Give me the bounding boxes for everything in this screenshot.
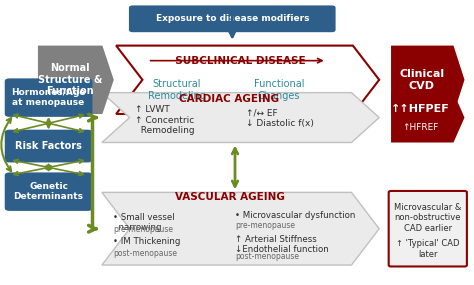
Text: pre-menopause: pre-menopause — [113, 225, 173, 234]
Text: Normal
Structure &
Function: Normal Structure & Function — [37, 63, 102, 96]
Polygon shape — [102, 93, 379, 142]
FancyBboxPatch shape — [5, 130, 92, 162]
Polygon shape — [391, 93, 465, 142]
Text: SUBCLINICAL DISEASE: SUBCLINICAL DISEASE — [168, 56, 306, 66]
Text: Functional
Changes: Functional Changes — [254, 79, 304, 101]
Text: post-menopause: post-menopause — [235, 252, 299, 261]
Text: ↑ LVWT
↑ Concentric
  Remodeling: ↑ LVWT ↑ Concentric Remodeling — [135, 105, 195, 135]
FancyBboxPatch shape — [129, 5, 336, 32]
Text: ↑↑HFPEF: ↑↑HFPEF — [391, 103, 450, 114]
Text: Exposure to disease modifiers: Exposure to disease modifiers — [155, 14, 309, 23]
FancyBboxPatch shape — [5, 172, 92, 211]
FancyBboxPatch shape — [5, 78, 92, 117]
Polygon shape — [38, 46, 114, 114]
Text: ↑ Arterial Stiffness
↓Endothelial function: ↑ Arterial Stiffness ↓Endothelial functi… — [235, 235, 329, 254]
Text: • IM Thickening: • IM Thickening — [113, 237, 181, 247]
Polygon shape — [116, 46, 379, 114]
Text: Hormones/Age
at menopause: Hormones/Age at menopause — [11, 88, 86, 107]
FancyBboxPatch shape — [389, 191, 467, 266]
Text: post-menopause: post-menopause — [113, 249, 177, 258]
Text: • Microvascular dysfunction: • Microvascular dysfunction — [235, 211, 356, 219]
Polygon shape — [391, 46, 465, 114]
Polygon shape — [102, 192, 379, 265]
Text: VASCULAR AGEING: VASCULAR AGEING — [174, 192, 284, 202]
Text: ↑ 'Typical' CAD
later: ↑ 'Typical' CAD later — [396, 239, 459, 259]
Text: CARDIAC AGEING: CARDIAC AGEING — [179, 93, 280, 104]
FancyArrowPatch shape — [1, 118, 11, 171]
Text: Clinical
CVD: Clinical CVD — [399, 69, 445, 91]
Text: Structural
Remodeling: Structural Remodeling — [148, 79, 206, 101]
Text: ↑HFREF: ↑HFREF — [402, 123, 438, 132]
Text: • Small vessel
  narrowing: • Small vessel narrowing — [113, 213, 174, 232]
Text: Risk Factors: Risk Factors — [15, 141, 82, 151]
Text: pre-menopause: pre-menopause — [235, 221, 295, 231]
Text: Genetic
Determinants: Genetic Determinants — [14, 182, 83, 201]
Text: ↑/↔ EF
↓ Diastolic f(x): ↑/↔ EF ↓ Diastolic f(x) — [246, 109, 314, 128]
Text: Microvascular &
non-obstructive
CAD earlier: Microvascular & non-obstructive CAD earl… — [394, 203, 462, 233]
